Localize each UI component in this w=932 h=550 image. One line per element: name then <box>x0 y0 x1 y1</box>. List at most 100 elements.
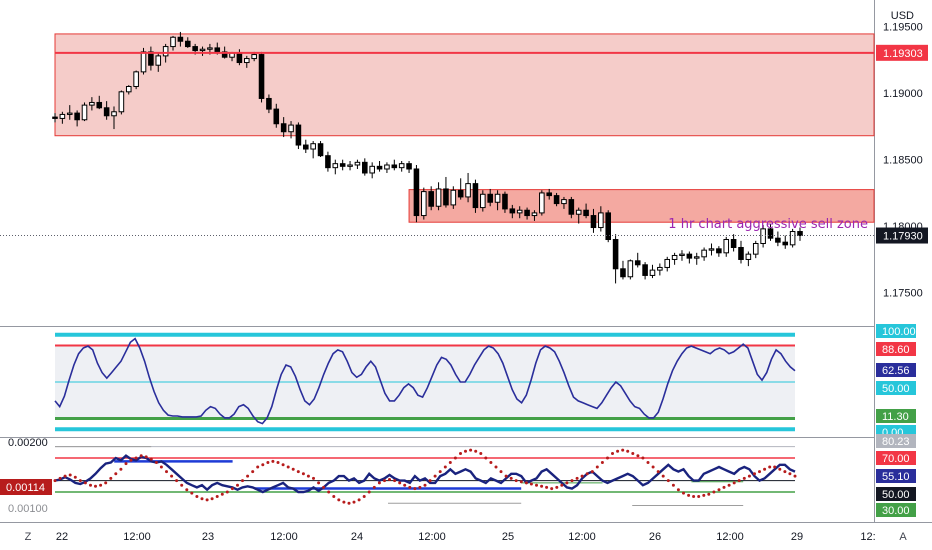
candle <box>502 191 508 213</box>
candle <box>598 206 604 232</box>
ind-dot <box>63 474 67 478</box>
candle <box>789 228 796 248</box>
candle-body <box>435 188 442 207</box>
ind-dot <box>159 465 163 469</box>
ind-dot <box>190 491 194 495</box>
auto-scale-button[interactable]: A <box>899 531 907 543</box>
ind-dot <box>342 500 346 504</box>
price-lines <box>0 51 874 237</box>
ind-tag-bg <box>876 434 916 448</box>
ind-dot <box>555 485 559 489</box>
ind-dot <box>560 483 564 487</box>
ind-dot <box>398 481 402 485</box>
candle-body <box>465 183 471 198</box>
candle-body <box>531 212 538 217</box>
ind-dot <box>251 470 255 474</box>
candle-body <box>583 209 589 217</box>
candle-body <box>339 163 346 167</box>
ind-dot <box>266 461 270 464</box>
timezone-button[interactable]: Z <box>25 531 32 543</box>
ind-dot <box>403 483 407 487</box>
candle-body <box>568 199 575 215</box>
candle-body <box>657 266 663 271</box>
candle <box>561 196 567 209</box>
candle-body <box>775 237 781 243</box>
ind-dot <box>722 485 726 489</box>
ind-dot <box>175 479 179 483</box>
candle <box>339 159 346 171</box>
candle-body <box>133 71 139 87</box>
price-tick-label: 1.17500 <box>883 288 923 300</box>
price-candles <box>52 31 803 284</box>
candle <box>280 117 287 138</box>
time-tick-label: 29 <box>791 531 803 543</box>
ind-dot <box>144 455 148 459</box>
candle <box>716 246 722 257</box>
candle <box>96 95 103 110</box>
currency-label[interactable]: USD <box>891 10 914 22</box>
last-price-tag-bg <box>876 227 928 244</box>
ind-dot <box>296 470 300 474</box>
candle <box>649 264 656 279</box>
ind-dot <box>322 485 326 489</box>
osc-tag-bg <box>876 409 916 423</box>
ind-dot <box>717 488 721 492</box>
osc-tag-bg <box>876 363 916 377</box>
ind-dot <box>200 497 204 501</box>
osc-tag-bg <box>876 324 916 338</box>
ind-dot <box>94 484 97 488</box>
ind-dot <box>656 470 660 474</box>
ind-dot <box>185 488 189 492</box>
candle <box>546 188 552 200</box>
ind-tag-bg <box>876 487 916 501</box>
ind-dot <box>195 495 199 498</box>
price-tick-label: 1.19500 <box>883 22 923 34</box>
candle-body <box>457 189 464 198</box>
candle <box>487 188 493 207</box>
ind-dot <box>443 465 447 469</box>
ind-dot <box>124 462 128 466</box>
ind-dot <box>357 498 361 502</box>
candle <box>738 240 744 264</box>
ind-dot <box>778 467 782 471</box>
ind-dot <box>286 465 290 469</box>
ind-tag-bg <box>876 503 916 517</box>
ind-right-tick-label: 30.00 <box>882 505 910 517</box>
ind-dot <box>337 498 341 502</box>
ind-dot <box>129 458 133 462</box>
time-axis[interactable] <box>0 523 875 550</box>
candle-body <box>243 58 250 64</box>
candle-body <box>280 123 287 133</box>
ind-dot <box>600 461 604 464</box>
candle-body <box>266 97 272 110</box>
ind-dot <box>423 483 427 487</box>
ind-dot <box>616 449 620 453</box>
candle-body <box>258 54 265 99</box>
ind-dot <box>499 470 503 474</box>
candle <box>103 101 110 120</box>
time-tick-label: 12:00 <box>123 531 151 543</box>
ind-dot <box>165 470 168 474</box>
candle-body <box>376 165 383 170</box>
ind-dot <box>692 495 696 498</box>
candle-body <box>472 183 479 209</box>
candle <box>457 178 464 200</box>
ind-dot <box>783 470 787 474</box>
candle-body <box>118 91 125 113</box>
ind-dot <box>529 482 533 486</box>
candle <box>391 159 398 171</box>
time-tick-label: 12:00 <box>418 531 446 543</box>
level-price-tag-bg <box>876 44 928 61</box>
candle-body <box>406 163 412 170</box>
candle-body <box>103 107 110 117</box>
ind-dot <box>580 474 584 478</box>
candle-body <box>251 54 257 60</box>
time-tick-label: 12:00 <box>568 531 596 543</box>
candle <box>317 141 324 158</box>
ind-dot <box>180 483 184 487</box>
ind-dot <box>215 495 219 498</box>
osc-tick-label: 62.56 <box>882 365 910 377</box>
ind-dot <box>408 485 412 489</box>
candle-body <box>96 101 103 109</box>
